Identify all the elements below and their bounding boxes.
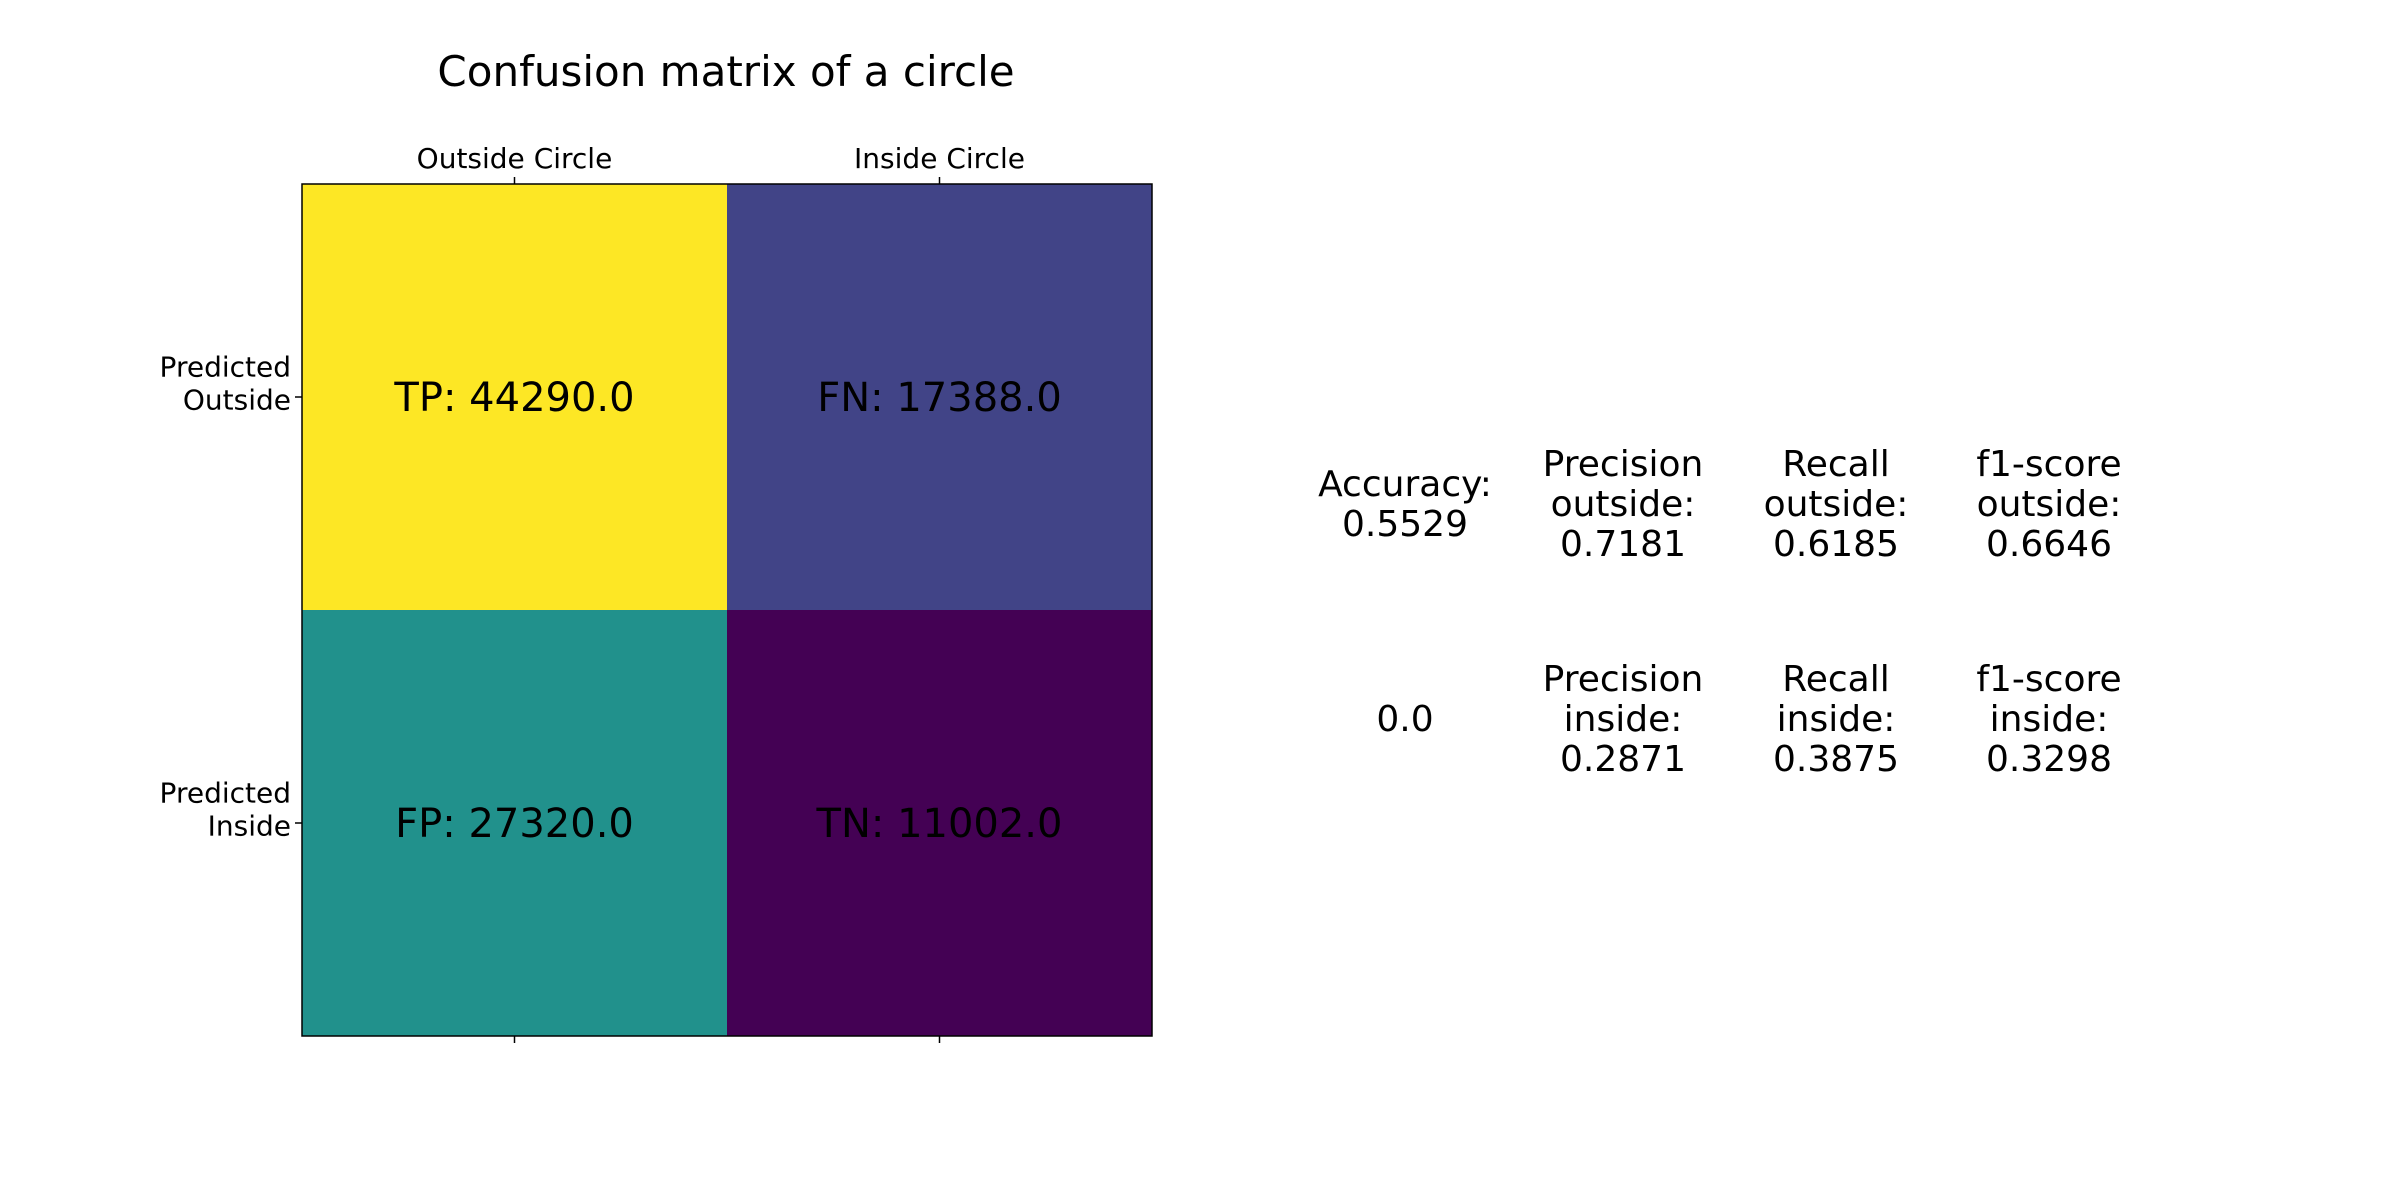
metric-precision-inside: Precision inside: 0.2871	[1518, 660, 1728, 780]
metric-line: Recall	[1782, 444, 1890, 485]
heatmap-cell	[302, 184, 727, 610]
metric-line: outside:	[1763, 484, 1909, 525]
metric-line: 0.7181	[1560, 524, 1686, 565]
metrics-panel: Accuracy: 0.5529 Precision outside: 0.7181 Re…	[1300, 430, 2260, 790]
metric-line: 0.2871	[1560, 739, 1686, 780]
metric-line: f1-score	[1976, 444, 2122, 485]
cell-label: TN: 11002.0	[816, 801, 1063, 847]
metric-line: inside:	[1563, 699, 1683, 740]
metric-line: inside:	[1776, 699, 1896, 740]
plot-frame	[301, 183, 1153, 1037]
column-tick-label: Outside Circle	[417, 142, 613, 175]
metric-line: outside:	[1550, 484, 1696, 525]
metric-line: 0.0	[1376, 699, 1434, 740]
column-tick-label: Inside Circle	[854, 142, 1025, 175]
metric-line: Precision	[1542, 444, 1704, 485]
cell-label: FN: 17388.0	[817, 375, 1062, 421]
row-tick-label: Inside	[208, 810, 291, 843]
metric-line: 0.6646	[1986, 524, 2112, 565]
cell-label: TP: 44290.0	[393, 375, 634, 421]
metric-line: Recall	[1782, 659, 1890, 700]
heatmap-cell	[727, 184, 1152, 610]
heatmap-cell	[727, 610, 1152, 1036]
row-tick-label: Predicted	[160, 351, 291, 384]
metric-line: 0.3875	[1773, 739, 1899, 780]
metric-line: 0.6185	[1773, 524, 1899, 565]
metric-line: 0.3298	[1986, 739, 2112, 780]
metric-line: Precision	[1542, 659, 1704, 700]
metric-f1-score-inside: f1-score inside: 0.3298	[1944, 660, 2154, 780]
metric-accuracy-outside: Accuracy: 0.5529	[1300, 465, 1510, 545]
cell-label: FP: 27320.0	[395, 801, 634, 847]
metric-line: outside:	[1976, 484, 2122, 525]
metric-line: f1-score	[1976, 659, 2122, 700]
metric-accuracy-inside: 0.0	[1300, 700, 1510, 740]
row-tick-label: Outside	[183, 384, 291, 417]
row-tick-label: Predicted	[160, 777, 291, 810]
metric-f1-score-outside: f1-score outside: 0.6646	[1944, 445, 2154, 565]
heatmap-cell	[302, 610, 727, 1036]
metric-line: 0.5529	[1342, 504, 1468, 545]
metric-precision-outside: Precision outside: 0.7181	[1518, 445, 1728, 565]
chart-title: Confusion matrix of a circle	[437, 47, 1014, 96]
metric-recall-inside: Recall inside: 0.3875	[1731, 660, 1941, 780]
heatmap-plot-area: TP: 44290.0 FN: 17388.0 FP: 27320.0 TN: 110…	[160, 142, 1153, 1043]
metric-recall-outside: Recall outside: 0.6185	[1731, 445, 1941, 565]
metric-line: inside:	[1989, 699, 2109, 740]
metric-line: Accuracy:	[1318, 464, 1492, 505]
